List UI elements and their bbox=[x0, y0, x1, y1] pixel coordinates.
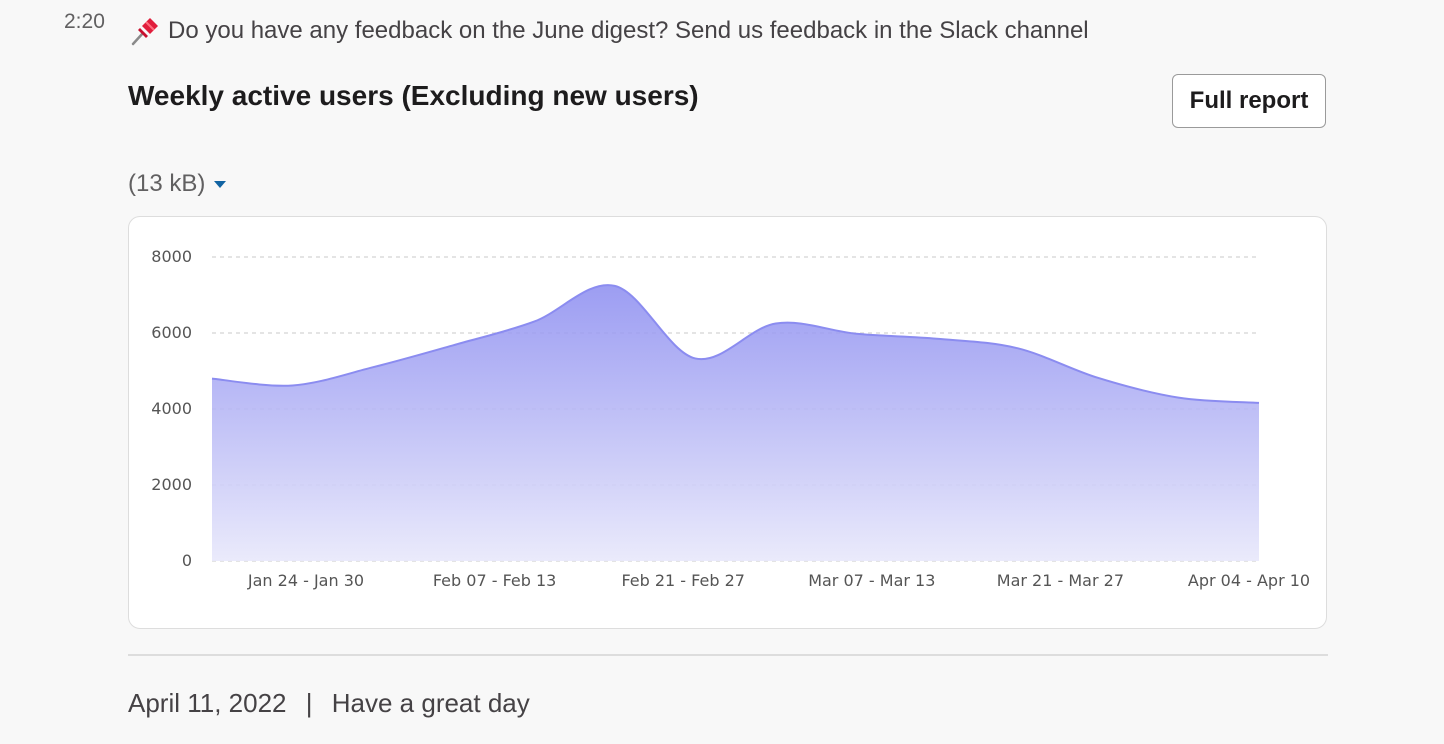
y-tick-label: 8000 bbox=[151, 247, 192, 266]
chart-card: 0 2000 4000 6000 8000 Jan 24 - Jan 30 Feb 07 -… bbox=[128, 216, 1327, 629]
footer-sign-off: Have a great day bbox=[331, 688, 530, 718]
footer-separator: | bbox=[305, 688, 313, 718]
full-report-button[interactable]: Full report bbox=[1172, 74, 1326, 128]
y-tick-label: 6000 bbox=[151, 323, 192, 342]
attachment-toggle[interactable]: (13 kB) bbox=[128, 170, 227, 198]
y-tick-label: 4000 bbox=[151, 399, 192, 418]
y-tick-label: 2000 bbox=[151, 475, 192, 494]
section-divider bbox=[128, 654, 1328, 656]
x-tick-label: Feb 07 - Feb 13 bbox=[433, 571, 556, 590]
series-line bbox=[211, 284, 1260, 404]
weekly-active-users-chart: 0 2000 4000 6000 8000 Jan 24 - Jan 30 Feb 07 -… bbox=[151, 247, 1310, 590]
y-tick-label: 0 bbox=[182, 551, 192, 570]
x-tick-label: Feb 21 - Feb 27 bbox=[621, 571, 745, 590]
x-tick-label: Jan 24 - Jan 30 bbox=[247, 571, 364, 590]
area-fill bbox=[212, 285, 1259, 561]
footer-line: April 11, 2022 | Have a great day bbox=[128, 688, 530, 719]
attachment-size: (13 kB) bbox=[128, 170, 206, 197]
x-tick-label: Mar 21 - Mar 27 bbox=[997, 571, 1124, 590]
message-text-line: Do you have any feedback on the June dig… bbox=[128, 14, 1089, 48]
x-tick-label: Apr 04 - Apr 10 bbox=[1188, 571, 1310, 590]
footer-date: April 11, 2022 bbox=[128, 688, 287, 718]
message-text: Do you have any feedback on the June dig… bbox=[168, 17, 1089, 44]
caret-down-icon bbox=[214, 181, 227, 188]
message-timestamp[interactable]: 2:20 bbox=[64, 10, 105, 33]
x-tick-label: Mar 07 - Mar 13 bbox=[808, 571, 935, 590]
pushpin-icon bbox=[128, 14, 162, 48]
report-title: Weekly active users (Excluding new users… bbox=[128, 80, 699, 111]
